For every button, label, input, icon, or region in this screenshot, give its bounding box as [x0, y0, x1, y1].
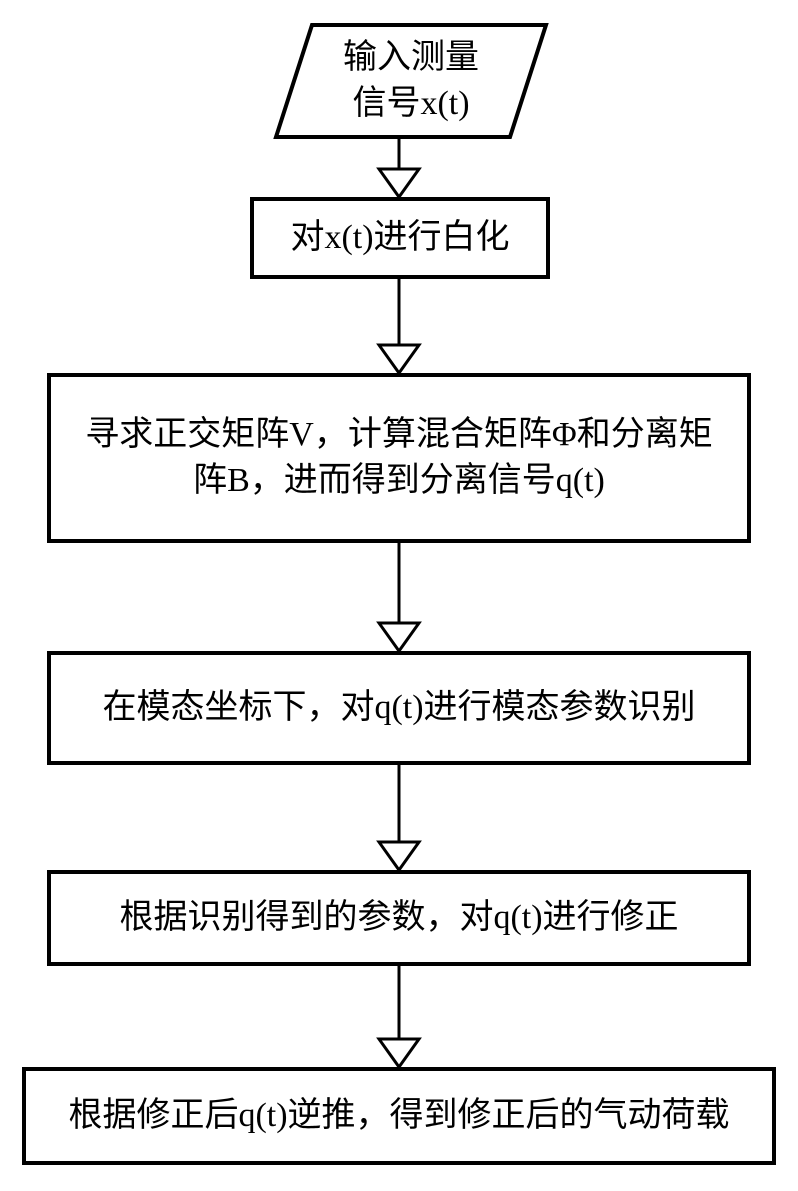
flowchart-canvas: 输入测量 信号x(t) 对x(t)进行白化寻求正交矩阵V，计算混合矩阵Φ和分离矩 …: [0, 0, 798, 1191]
flowchart-node-whiten: 对x(t)进行白化: [250, 197, 550, 279]
flowchart-arrow-whiten-to-orth: [377, 279, 421, 373]
flowchart-arrow-orth-to-modal: [377, 543, 421, 651]
flowchart-arrow-modal-to-correct: [377, 765, 421, 870]
flowchart-node-orth: 寻求正交矩阵V，计算混合矩阵Φ和分离矩 阵B，进而得到分离信号q(t): [47, 373, 751, 543]
flowchart-node-inverse: 根据修正后q(t)逆推，得到修正后的气动荷载: [22, 1067, 776, 1165]
flowchart-node-correct: 根据识别得到的参数，对q(t)进行修正: [47, 870, 751, 966]
flowchart-arrow-input-to-whiten: [377, 137, 421, 197]
flowchart-node-modal: 在模态坐标下，对q(t)进行模态参数识别: [47, 651, 751, 765]
flowchart-node-label-input: 输入测量 信号x(t): [276, 25, 546, 137]
flowchart-node-input: 输入测量 信号x(t): [276, 25, 546, 137]
flowchart-arrow-correct-to-inverse: [377, 966, 421, 1067]
